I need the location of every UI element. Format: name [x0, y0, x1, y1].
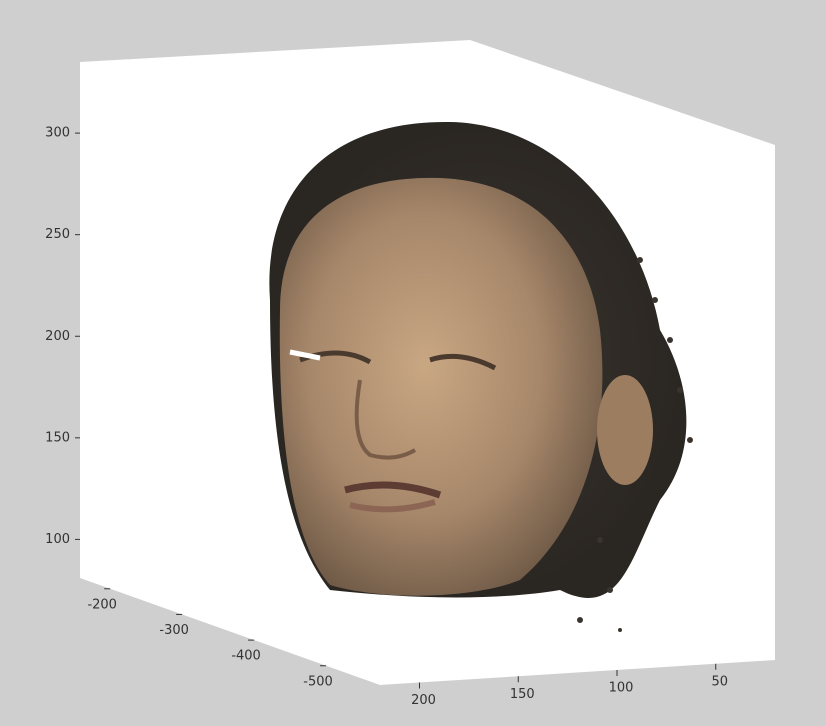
z-tick-label: 250: [45, 227, 70, 242]
y-tick-label: 100: [609, 681, 634, 696]
y-tick-label: 50: [711, 674, 728, 689]
page: {"chart_data": {"type": "scatter3d", "xl…: [0, 0, 826, 722]
x-tick-label: -200: [87, 597, 117, 612]
x-tick-label: -400: [231, 649, 261, 664]
z-tick-label: 200: [45, 329, 70, 344]
z-tick-label: 150: [45, 430, 70, 445]
z-tick-label: 300: [45, 126, 70, 141]
x-tick-label: -500: [303, 674, 333, 689]
y-tick-label: 150: [510, 687, 535, 702]
x-tick-label: -300: [159, 623, 189, 638]
z-tick-label: 100: [45, 532, 70, 547]
chart: 100 150 200 250 300 -200 -300 -400 -500 200 150 100…: [0, 0, 826, 722]
y-tick-label: 200: [411, 693, 436, 708]
